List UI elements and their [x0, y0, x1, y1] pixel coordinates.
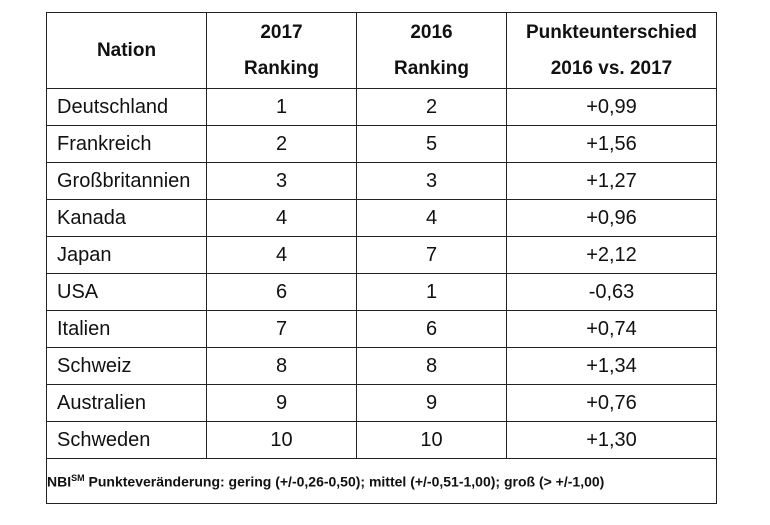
- cell-nation: USA: [46, 273, 207, 311]
- cell-rank-2016: 8: [356, 347, 507, 385]
- table-header: Nation 2017 Ranking 2016 Ranking Punkteu…: [46, 12, 717, 89]
- cell-nation: Deutschland: [46, 88, 207, 126]
- table-row: Australien 9 9 +0,76: [46, 384, 717, 422]
- cell-rank-2016: 3: [356, 162, 507, 200]
- table-row: Kanada 4 4 +0,96: [46, 199, 717, 237]
- footnote-row: NBISM Punkteveränderung: gering (+/-0,26…: [46, 458, 717, 504]
- cell-point-difference: +2,12: [506, 236, 717, 274]
- cell-rank-2016: 2: [356, 88, 507, 126]
- cell-point-difference: +1,30: [506, 421, 717, 459]
- table-row: Schweden 10 10 +1,30: [46, 421, 717, 459]
- table-row: Schweiz 8 8 +1,34: [46, 347, 717, 385]
- ranking-table-container: Nation 2017 Ranking 2016 Ranking Punkteu…: [46, 12, 717, 504]
- cell-point-difference: +1,56: [506, 125, 717, 163]
- footnote-prefix: NBI: [47, 473, 72, 490]
- header-nation-label: Nation: [96, 39, 157, 61]
- cell-nation: Frankreich: [46, 125, 207, 163]
- footnote-text: Punkteveränderung: gering (+/-0,26-0,50)…: [84, 473, 605, 490]
- cell-rank-2016: 9: [356, 384, 507, 422]
- cell-rank-2016: 7: [356, 236, 507, 274]
- cell-rank-2016: 4: [356, 199, 507, 237]
- cell-nation: Kanada: [46, 199, 207, 237]
- header-nation: Nation: [46, 12, 207, 89]
- header-2016-label: Ranking: [394, 57, 469, 79]
- cell-rank-2017: 7: [206, 310, 357, 348]
- cell-nation: Schweden: [46, 421, 207, 459]
- cell-rank-2016: 5: [356, 125, 507, 163]
- cell-rank-2017: 4: [206, 199, 357, 237]
- header-2017-ranking: 2017 Ranking: [206, 12, 357, 89]
- table-footer: NBISM Punkteveränderung: gering (+/-0,26…: [46, 458, 717, 504]
- cell-rank-2017: 6: [206, 273, 357, 311]
- header-2017-label: Ranking: [244, 57, 319, 79]
- table-row: Italien 7 6 +0,74: [46, 310, 717, 348]
- cell-nation: Italien: [46, 310, 207, 348]
- cell-nation: Australien: [46, 384, 207, 422]
- cell-rank-2016: 1: [356, 273, 507, 311]
- cell-rank-2016: 10: [356, 421, 507, 459]
- cell-rank-2017: 3: [206, 162, 357, 200]
- cell-rank-2016: 6: [356, 310, 507, 348]
- cell-nation: Japan: [46, 236, 207, 274]
- cell-rank-2017: 9: [206, 384, 357, 422]
- table-row: USA 6 1 -0,63: [46, 273, 717, 311]
- cell-nation: Schweiz: [46, 347, 207, 385]
- header-row: Nation 2017 Ranking 2016 Ranking Punkteu…: [46, 12, 717, 89]
- table-row: Deutschland 1 2 +0,99: [46, 88, 717, 126]
- footnote-cell: NBISM Punkteveränderung: gering (+/-0,26…: [46, 458, 717, 504]
- cell-point-difference: +0,76: [506, 384, 717, 422]
- cell-rank-2017: 1: [206, 88, 357, 126]
- header-difference-years: 2016 vs. 2017: [550, 57, 673, 79]
- cell-point-difference: +1,34: [506, 347, 717, 385]
- cell-rank-2017: 8: [206, 347, 357, 385]
- cell-nation: Großbritannien: [46, 162, 207, 200]
- header-2016-ranking: 2016 Ranking: [356, 12, 507, 89]
- cell-rank-2017: 4: [206, 236, 357, 274]
- cell-rank-2017: 2: [206, 125, 357, 163]
- header-2016-year: 2016: [410, 21, 453, 43]
- table-row: Japan 4 7 +2,12: [46, 236, 717, 274]
- nation-ranking-table: Nation 2017 Ranking 2016 Ranking Punkteu…: [46, 12, 717, 504]
- table-row: Großbritannien 3 3 +1,27: [46, 162, 717, 200]
- header-difference-title: Punkteunterschied: [525, 21, 698, 43]
- cell-point-difference: -0,63: [506, 273, 717, 311]
- cell-rank-2017: 10: [206, 421, 357, 459]
- cell-point-difference: +1,27: [506, 162, 717, 200]
- table-body: Deutschland 1 2 +0,99 Frankreich 2 5 +1,…: [46, 88, 717, 459]
- table-row: Frankreich 2 5 +1,56: [46, 125, 717, 163]
- cell-point-difference: +0,99: [506, 88, 717, 126]
- cell-point-difference: +0,74: [506, 310, 717, 348]
- header-2017-year: 2017: [260, 21, 303, 43]
- footnote-service-mark: SM: [71, 472, 85, 483]
- header-point-difference: Punkteunterschied 2016 vs. 2017: [506, 12, 717, 89]
- cell-point-difference: +0,96: [506, 199, 717, 237]
